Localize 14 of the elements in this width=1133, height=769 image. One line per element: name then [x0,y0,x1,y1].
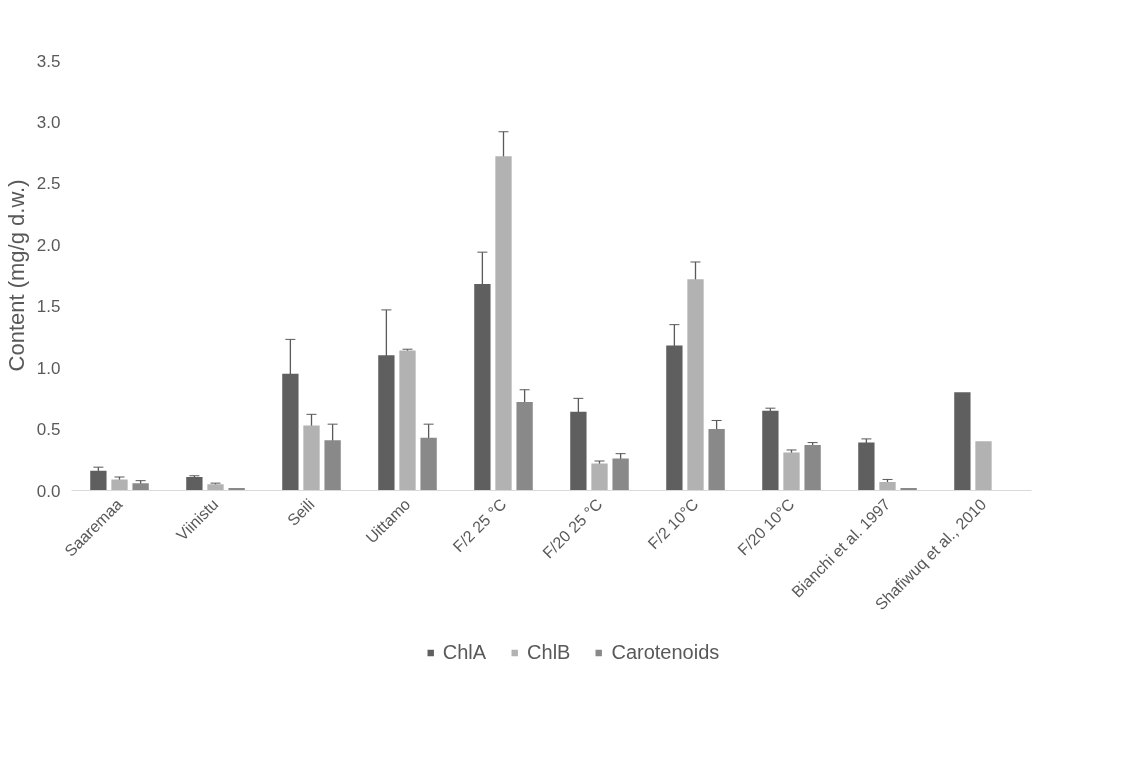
y-tick-label: 2.5 [36,174,61,194]
legend-label: Carotenoids [611,640,720,664]
y-tick-label: 0.0 [36,481,61,501]
y-tick-label: 1.0 [36,358,61,378]
x-tick-label: F/2 25 °C [449,495,510,556]
legend-label: ChlA [442,640,487,664]
y-axis-title: Content (mg/g d.w.) [3,179,29,372]
y-tick-label: 2.0 [36,235,61,255]
legend-label: ChlB [527,640,571,664]
y-tick-label: 1.5 [36,297,61,317]
x-tick-label: Seili [284,495,318,529]
y-tick-label: 3.0 [36,112,61,132]
y-tick-label: 0.5 [36,420,61,440]
y-tick-label: 3.5 [36,51,61,71]
